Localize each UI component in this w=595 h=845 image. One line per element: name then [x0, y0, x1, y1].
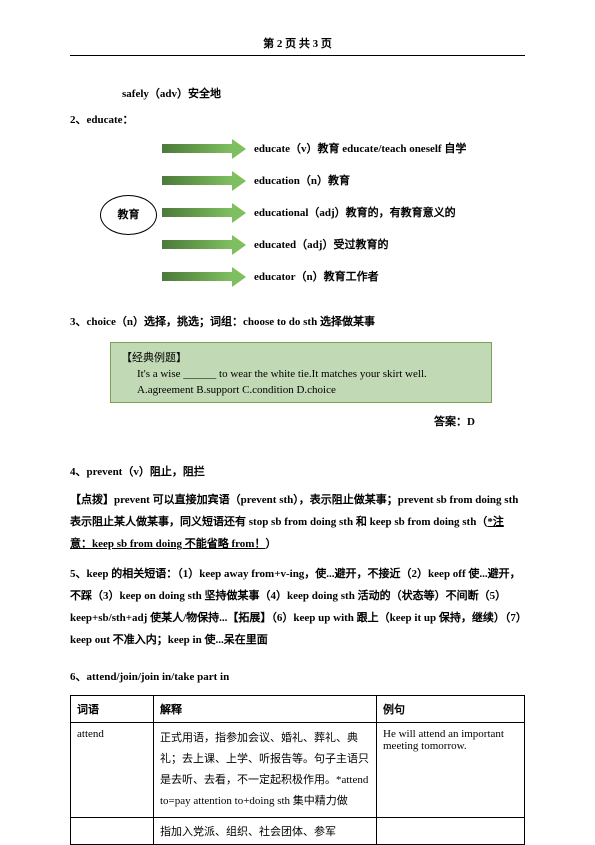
example-label: 【经典例题】: [121, 349, 481, 365]
vocab-table: 词语 解释 例句 attend 正式用语，指参加会议、婚礼、葬礼、典礼；去上课、…: [70, 695, 525, 845]
diagram-row-4: educator（n）教育工作者: [254, 268, 379, 284]
table-row: attend 正式用语，指参加会议、婚礼、葬礼、典礼；去上课、上学、听报告等。句…: [71, 722, 525, 817]
arrow-icon: [162, 240, 232, 249]
section-4-title: 4、prevent（v）阻止，阻拦: [70, 464, 525, 482]
example-box: 【经典例题】 It's a wise ______ to wear the wh…: [110, 342, 492, 403]
diagram-row-3: educated（adj）受过教育的: [254, 236, 388, 252]
table-cell: 正式用语，指参加会议、婚礼、葬礼、典礼；去上课、上学、听报告等。句子主语只是去听…: [154, 722, 377, 817]
section-4-note: 【点拨】prevent 可以直接加宾语（prevent sth），表示阻止做某事…: [70, 489, 525, 555]
arrow-icon: [162, 176, 232, 185]
educate-diagram: 教育 educate（v）教育 educate/teach oneself 自学…: [70, 137, 525, 302]
arrow-icon: [162, 208, 232, 217]
section-5: 5、keep 的相关短语：（1）keep away from+v-ing，使..…: [70, 563, 525, 651]
table-cell: 指加入党派、组织、社会团体、参军: [154, 817, 377, 844]
diagram-center: 教育: [100, 195, 157, 235]
example-answer: 答案：D: [70, 413, 475, 429]
section-2-title: 2、educate：: [70, 112, 525, 130]
arrow-icon: [162, 272, 232, 281]
diagram-row-1: education（n）教育: [254, 172, 350, 188]
section-3-title: 3、choice（n）选择，挑选；词组：choose to do sth 选择做…: [70, 314, 525, 332]
arrow-icon: [162, 144, 232, 153]
section-4-note-a: 【点拨】prevent 可以直接加宾语（prevent sth），表示阻止做某事…: [70, 494, 518, 528]
table-row: 指加入党派、组织、社会团体、参军: [71, 817, 525, 844]
table-header: 解释: [154, 695, 377, 722]
table-cell: [377, 817, 525, 844]
diagram-row-0: educate（v）教育 educate/teach oneself 自学: [254, 140, 466, 156]
table-header: 词语: [71, 695, 154, 722]
example-question: It's a wise ______ to wear the white tie…: [121, 368, 481, 380]
section-4-note-b: ）: [265, 538, 276, 550]
table-cell: [71, 817, 154, 844]
section-6: 6、attend/join/join in/take part in: [70, 669, 525, 687]
text-safely: safely（adv）安全地: [122, 86, 525, 104]
table-cell: He will attend an important meeting tomo…: [377, 722, 525, 817]
diagram-row-2: educational（adj）教育的，有教育意义的: [254, 204, 456, 220]
page-header: 第 2 页 共 3 页: [70, 35, 525, 56]
example-options: A.agreement B.support C.condition D.choi…: [121, 384, 481, 396]
table-cell: attend: [71, 722, 154, 817]
table-header: 例句: [377, 695, 525, 722]
